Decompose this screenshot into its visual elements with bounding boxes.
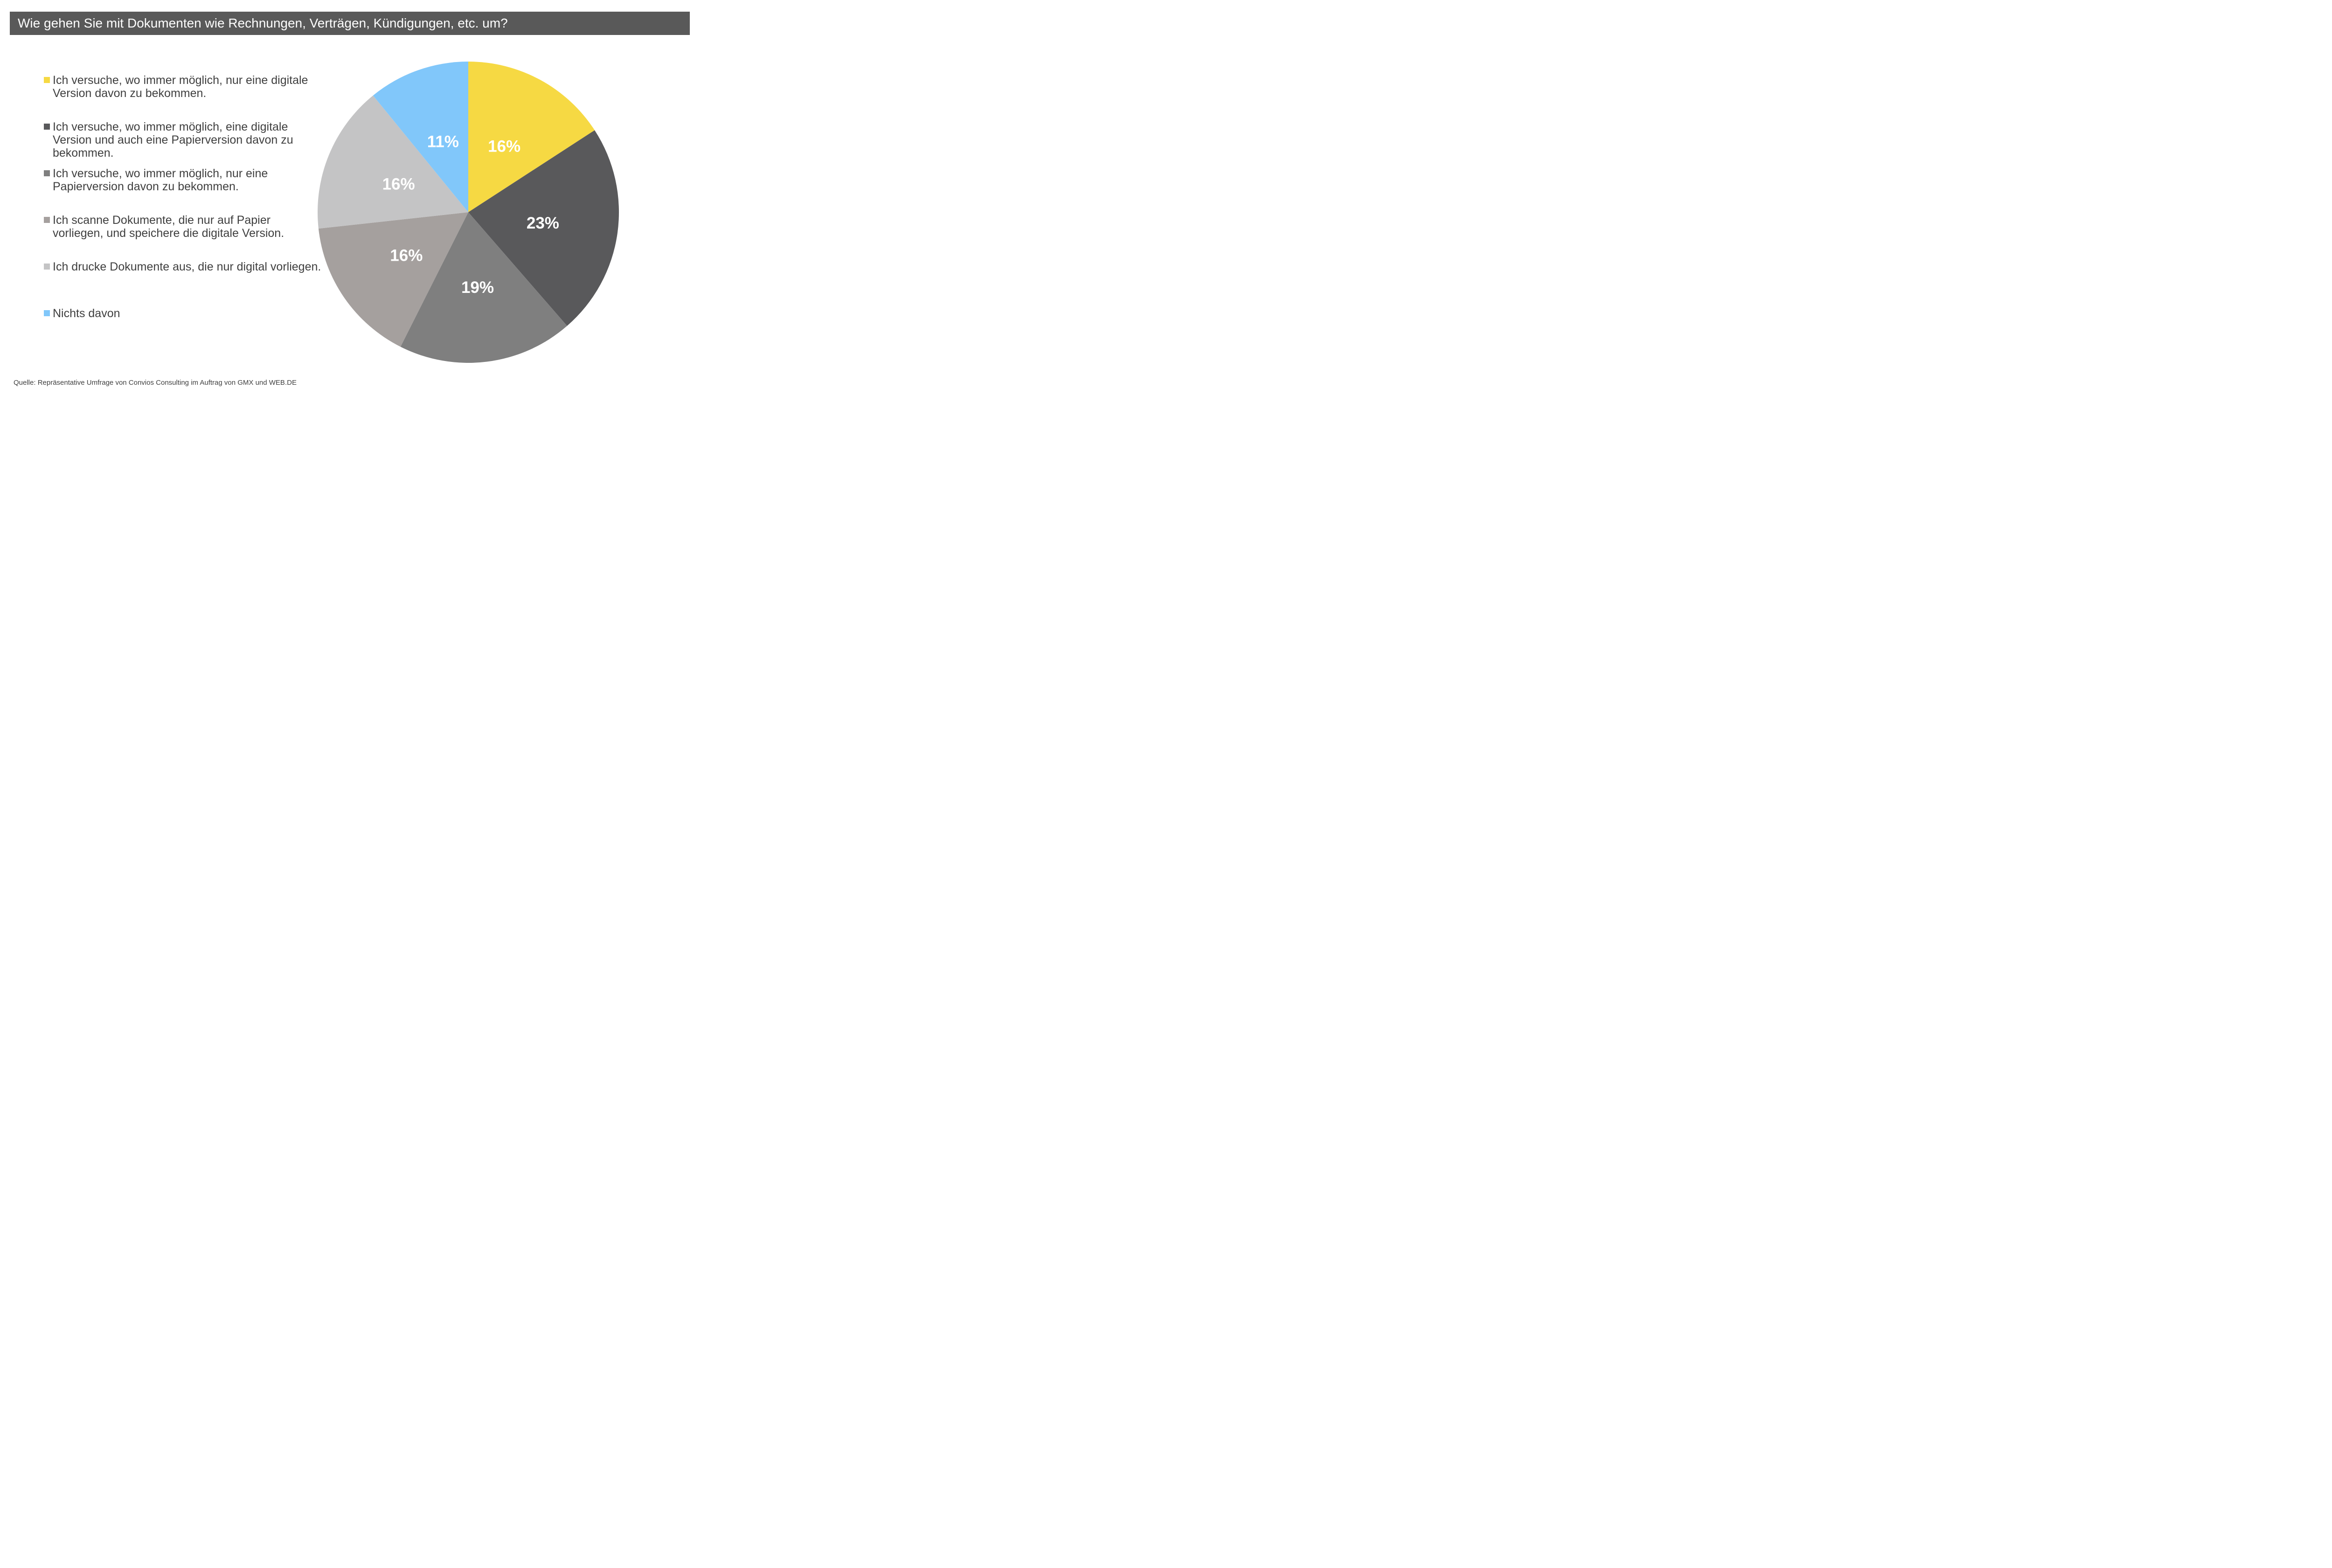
legend-swatch-1-icon	[44, 77, 50, 83]
source-attribution: Quelle: Repräsentative Umfrage von Convi…	[14, 379, 297, 387]
legend-label-1: Ich versuche, wo immer möglich, nur eine…	[53, 74, 308, 100]
pie-slice-label-4: 16%	[390, 247, 423, 265]
legend-item-4: Ich scanne Dokumente, die nur auf Papier…	[44, 214, 323, 240]
pie-slice-5	[317, 95, 468, 229]
legend-item-2: Ich versuche, wo immer möglich, eine dig…	[44, 120, 323, 160]
legend-swatch-2-icon	[44, 124, 50, 130]
legend-label-4: Ich scanne Dokumente, die nur auf Papier…	[53, 214, 285, 240]
pie-slice-1	[468, 62, 595, 212]
pie-chart: 16% 23% 19% 16% 16% 11%	[317, 62, 619, 363]
pie-slice-3	[400, 212, 567, 363]
pie-slice-2	[468, 130, 619, 326]
legend-swatch-4-icon	[44, 217, 50, 223]
pie-slice-label-1: 16%	[488, 138, 521, 156]
chart-title-bar: Wie gehen Sie mit Dokumenten wie Rechnun…	[10, 12, 690, 35]
legend-label-6: Nichts davon	[53, 307, 120, 320]
pie-slice-label-6: 11%	[427, 133, 459, 151]
pie-slice-label-3: 19%	[461, 278, 494, 297]
legend-item-3: Ich versuche, wo immer möglich, nur eine…	[44, 167, 323, 193]
pie-slice-label-5: 16%	[382, 175, 415, 193]
pie-slice-label-2: 23%	[527, 214, 559, 232]
legend-label-2: Ich versuche, wo immer möglich, eine dig…	[53, 120, 293, 160]
legend-item-5: Ich drucke Dokumente aus, die nur digita…	[44, 260, 323, 273]
legend-item-1: Ich versuche, wo immer möglich, nur eine…	[44, 74, 323, 100]
chart-legend: Ich versuche, wo immer möglich, nur eine…	[44, 0, 333, 392]
legend-item-6: Nichts davon	[44, 307, 323, 320]
pie-slice-6	[373, 62, 468, 212]
legend-swatch-5-icon	[44, 264, 50, 270]
slide-canvas: Wie gehen Sie mit Dokumenten wie Rechnun…	[0, 0, 700, 392]
legend-label-5: Ich drucke Dokumente aus, die nur digita…	[53, 260, 321, 273]
pie-slice-4	[318, 212, 468, 347]
legend-swatch-6-icon	[44, 310, 50, 316]
legend-label-3: Ich versuche, wo immer möglich, nur eine…	[53, 167, 268, 193]
legend-swatch-3-icon	[44, 170, 50, 176]
